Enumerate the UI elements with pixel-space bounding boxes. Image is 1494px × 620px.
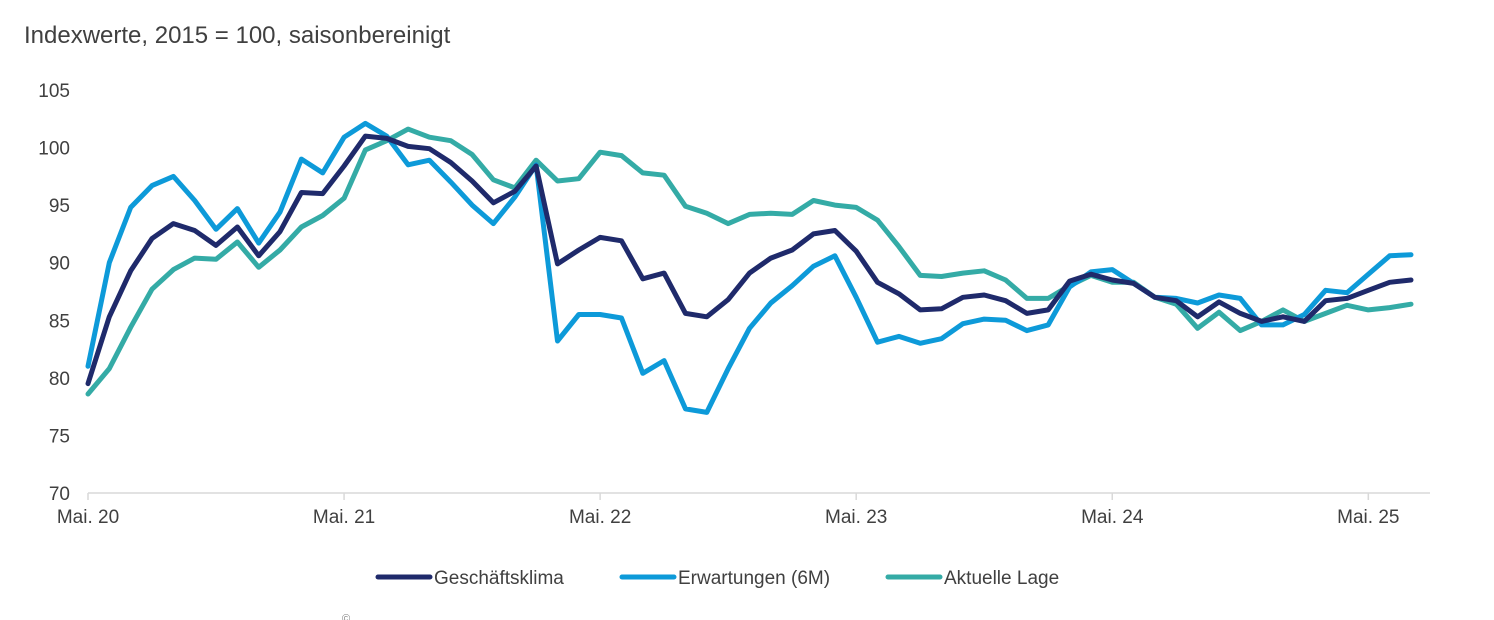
y-tick-label: 95 xyxy=(49,196,70,217)
copyright-mark: © xyxy=(342,613,350,620)
y-tick-label: 70 xyxy=(49,484,70,505)
legend-label: Geschäftsklima xyxy=(434,568,564,589)
series-line-geschäftsklima xyxy=(85,133,1414,387)
x-tick-label: Mai. 24 xyxy=(1081,507,1144,528)
y-tick-label: 90 xyxy=(49,254,70,275)
x-tick-label: Mai. 20 xyxy=(57,507,119,528)
y-tick-label: 80 xyxy=(49,369,70,390)
series-line-aktuelle-lage xyxy=(85,126,1414,397)
x-tick-label: Mai. 21 xyxy=(313,507,375,528)
y-tick-label: 75 xyxy=(49,426,70,447)
x-tick-label: Mai. 22 xyxy=(569,507,631,528)
y-tick-label: 100 xyxy=(38,139,70,160)
series-line-erwartungen-6m xyxy=(85,120,1414,415)
y-axis: 70 75 80 85 90 95 100 105 xyxy=(38,81,70,505)
legend-label: Aktuelle Lage xyxy=(944,568,1059,589)
legend-label: Erwartungen (6M) xyxy=(678,568,830,589)
series-layer xyxy=(85,120,1414,415)
y-tick-label: 105 xyxy=(38,81,70,102)
x-tick-label: Mai. 23 xyxy=(825,507,887,528)
legend: Geschäftsklima Erwartungen (6M) Aktuelle L… xyxy=(375,568,1059,589)
x-tick-label: Mai. 25 xyxy=(1337,507,1399,528)
y-tick-label: 85 xyxy=(49,311,70,332)
x-axis: Mai. 20 Mai. 21 Mai. 22 Mai. 23 Mai. 24 Mai. … xyxy=(57,493,1399,528)
chart-subtitle: Indexwerte, 2015 = 100, saisonbereinigt xyxy=(24,22,451,49)
